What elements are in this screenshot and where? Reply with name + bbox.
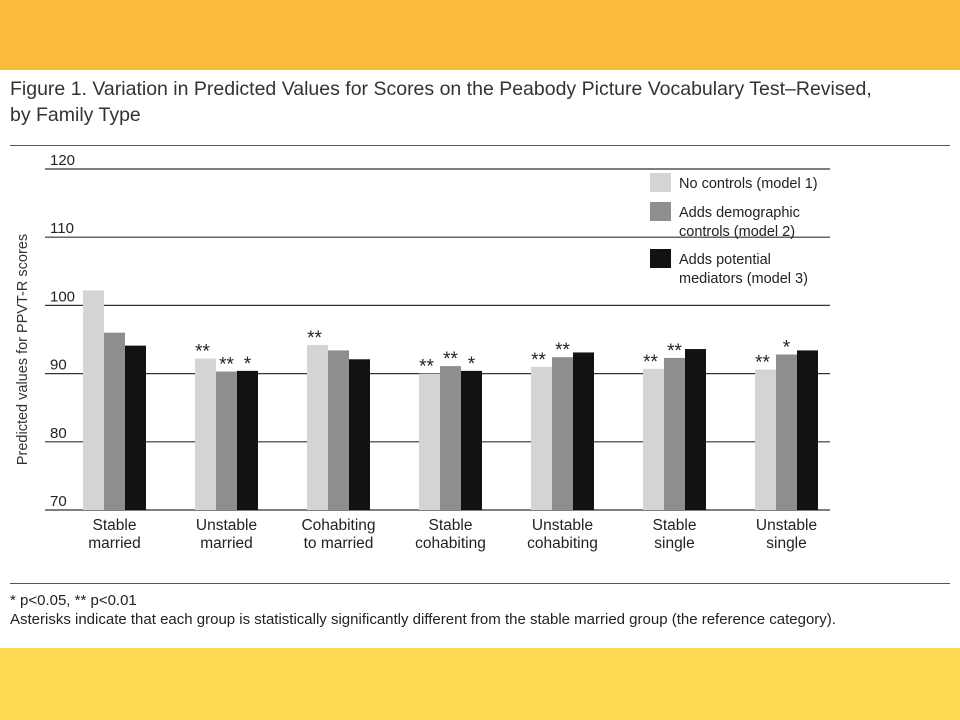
bar [552,357,573,510]
significance-marker: * [468,354,476,375]
bar [125,345,146,510]
legend-label: Adds potential [679,252,771,268]
legend-swatch [650,202,671,221]
category-label: cohabiting [527,535,598,552]
category-label: Unstable [756,517,817,534]
category-label: Cohabiting [301,517,375,534]
category-label: cohabiting [415,535,486,552]
bar [440,366,461,510]
figure-title: Figure 1. Variation in Predicted Values … [10,76,955,128]
title-divider [10,145,950,146]
bar [104,332,125,510]
y-axis-label: Predicted values for PPVT-R scores [15,234,31,465]
y-tick-label: 70 [50,493,67,510]
bar [573,352,594,510]
category-label: Unstable [196,517,257,534]
significance-marker: ** [443,349,458,370]
bar [664,357,685,510]
legend-label: mediators (model 3) [679,271,808,287]
y-tick-label: 110 [50,220,74,237]
significance-marker: * [783,338,791,359]
legend-label: Adds demographic [679,205,800,221]
y-tick-label: 120 [50,152,75,169]
figure-title-line-2: by Family Type [10,104,141,126]
bar [216,371,237,510]
bar [685,349,706,510]
top-color-band [0,0,960,70]
bar [195,358,216,510]
figure-title-line-1: Figure 1. Variation in Predicted Values … [10,78,872,100]
y-tick-label: 100 [50,288,75,305]
y-tick-label: 90 [50,357,67,374]
asterisk-explanation: Asterisks indicate that each group is st… [10,611,836,628]
legend-label: No controls (model 1) [679,176,818,192]
bar [461,370,482,510]
bar [237,370,258,510]
category-label: married [200,535,253,552]
category-label: Stable [653,517,697,534]
significance-marker: ** [419,357,434,378]
significance-marker: ** [195,342,210,363]
significance-marker: ** [755,353,770,374]
category-label: Unstable [532,517,593,534]
significance-marker: ** [667,341,682,362]
significance-marker: ** [555,340,570,361]
bar [755,369,776,510]
bar [328,350,349,510]
category-label: Stable [93,517,137,534]
significance-marker: ** [531,350,546,371]
category-label: single [654,535,695,552]
bar [83,290,104,510]
significance-marker: ** [219,355,234,376]
category-label: Stable [429,517,473,534]
significance-marker: * [244,354,252,375]
significance-footnote: * p<0.05, ** p<0.01 [10,592,137,609]
bar [776,354,797,510]
legend-swatch [650,249,671,268]
footnote-divider [10,583,950,584]
bar [349,359,370,510]
category-label: single [766,535,807,552]
significance-marker: ** [643,352,658,373]
bar [643,368,664,510]
bar [531,366,552,510]
category-label: to married [304,535,374,552]
legend-label: controls (model 2) [679,224,795,240]
bar-chart: 70 80 90 100 110 120 Predicted values for PPVT… [15,152,830,552]
significance-marker: ** [307,328,322,349]
bar [419,373,440,510]
bottom-color-band [0,648,960,720]
bar [797,350,818,510]
bar [307,344,328,510]
legend-swatch [650,173,671,192]
category-label: married [88,535,141,552]
y-tick-label: 80 [50,425,67,442]
